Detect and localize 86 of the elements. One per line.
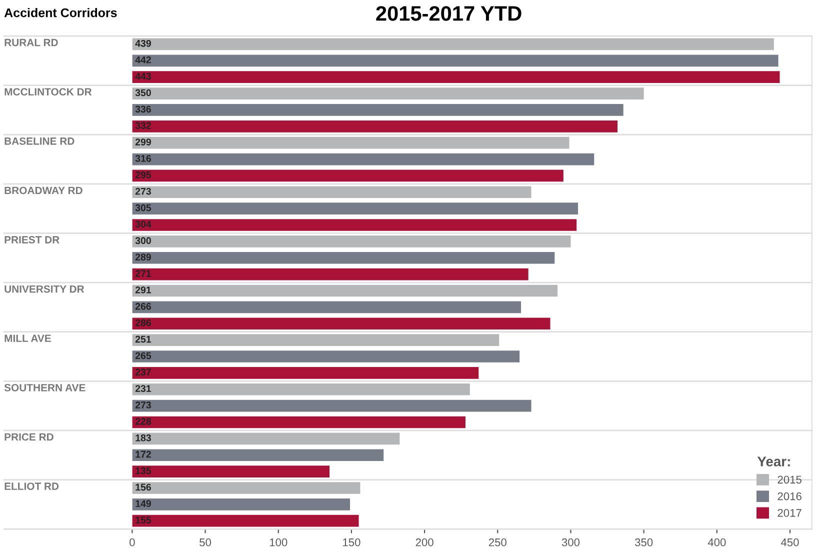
data-label: 237: [135, 368, 151, 376]
data-label: 300: [135, 237, 151, 244]
bar: [132, 88, 644, 100]
data-label: 265: [135, 352, 152, 360]
data-label: 443: [135, 72, 151, 80]
bar: [132, 268, 528, 280]
bar: [132, 38, 774, 50]
y-tick-label: RURAL RD: [4, 38, 58, 46]
bar: [132, 170, 564, 182]
data-label: 299: [135, 138, 151, 146]
data-label: 228: [135, 418, 152, 425]
x-tick-label: 400: [708, 538, 726, 546]
data-label: 439: [135, 40, 151, 47]
data-label: 305: [135, 204, 152, 212]
y-tick-label: UNIVERSITY DR: [4, 285, 84, 293]
x-tick-label: 50: [200, 538, 212, 546]
x-tick-label: 200: [416, 538, 434, 546]
data-label: 336: [135, 106, 151, 113]
legend-label: 2016: [778, 492, 802, 500]
data-label: 183: [136, 434, 151, 442]
bar: [132, 432, 400, 445]
data-label: 271: [135, 270, 152, 277]
data-label: 266: [135, 302, 151, 310]
x-tick-label: 150: [343, 538, 360, 546]
bar: [132, 219, 577, 231]
data-label: 350: [135, 89, 151, 96]
data-label: 286: [135, 319, 151, 326]
bar: [132, 514, 359, 527]
bar: [132, 284, 558, 297]
y-tick-label: BASELINE RD: [4, 137, 74, 145]
legend-title: Year:: [757, 456, 790, 466]
bar: [132, 383, 470, 396]
data-label: 316: [135, 155, 151, 162]
x-tick-label: 450: [780, 538, 799, 546]
x-tick-label: 0: [130, 538, 135, 546]
bar: [132, 202, 578, 214]
data-label: 155: [136, 516, 152, 524]
data-label: 291: [135, 286, 152, 294]
bar: [132, 301, 522, 314]
bar: [132, 252, 555, 264]
data-label: 295: [135, 171, 152, 178]
bar: [132, 334, 500, 346]
y-tick-label: ELLIOT RD: [4, 482, 59, 490]
x-tick-label: 100: [270, 538, 288, 546]
bar: [132, 318, 550, 330]
legend-label: 2015: [778, 476, 802, 484]
bar: [132, 350, 520, 362]
data-label: 289: [135, 254, 151, 260]
bar: [132, 416, 466, 428]
data-label: 304: [135, 220, 152, 228]
chart-title: 2015-2017 YTD: [376, 6, 522, 21]
y-tick-label: SOUTHERN AVE: [4, 384, 86, 392]
x-tick-label: 300: [562, 538, 580, 546]
legend-label: 2017: [778, 509, 802, 517]
x-tick-label: 250: [488, 538, 506, 546]
data-label: 149: [136, 500, 151, 508]
y-axis-title: Accident Corridors: [4, 8, 117, 18]
bar: [132, 136, 570, 149]
bar: [132, 186, 532, 198]
x-tick-label: 350: [634, 538, 653, 546]
bar: [132, 400, 532, 412]
bar: [132, 482, 360, 494]
y-tick-label: MCCLINTOCK DR: [4, 88, 92, 96]
bar: [132, 498, 350, 510]
bar: [132, 466, 330, 478]
y-tick-label: BROADWAY RD: [4, 186, 82, 194]
bar: [132, 120, 618, 132]
data-label: 442: [135, 56, 151, 64]
data-label: 172: [136, 450, 151, 458]
bar: [132, 71, 780, 84]
data-label: 332: [135, 122, 151, 130]
y-tick-label: MILL AVE: [4, 334, 51, 342]
bar: [132, 54, 778, 67]
data-label: 135: [136, 467, 152, 474]
y-tick-label: PRIEST DR: [4, 236, 60, 244]
bar: [132, 449, 384, 462]
data-label: 156: [136, 484, 151, 491]
y-tick-label: PRICE RD: [4, 433, 54, 441]
data-label: 273: [135, 402, 151, 408]
bar: [132, 236, 571, 248]
data-label: 273: [135, 188, 151, 195]
bar: [132, 104, 624, 116]
bar: [132, 367, 479, 379]
bar: [132, 153, 594, 166]
data-label: 251: [135, 336, 152, 343]
data-label: 231: [135, 385, 152, 392]
